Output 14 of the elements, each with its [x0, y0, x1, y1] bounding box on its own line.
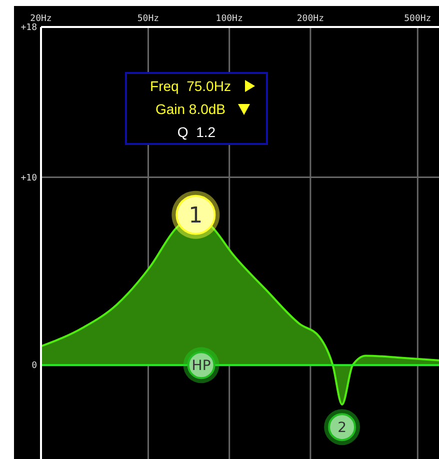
annotation: 1 [188, 204, 203, 229]
x-tick-label: 100Hz [216, 14, 243, 24]
x-tick-label: 500Hz [404, 14, 432, 24]
y-tick-label: 0 [32, 361, 37, 372]
annotation: 2 [338, 420, 346, 436]
x-tick-label: 200Hz [296, 14, 324, 24]
y-tick-label: +18 [20, 23, 37, 34]
x-tick-label: 20Hz [30, 14, 52, 24]
x-tick-label: 50Hz [137, 14, 160, 24]
y-tick-label: +10 [20, 173, 37, 184]
annotation: Q 1.2 [177, 124, 216, 140]
annotation: Freq 75.0Hz [150, 78, 231, 94]
annotation: HP [192, 358, 211, 374]
annotation: Gain 8.0dB [155, 101, 226, 117]
